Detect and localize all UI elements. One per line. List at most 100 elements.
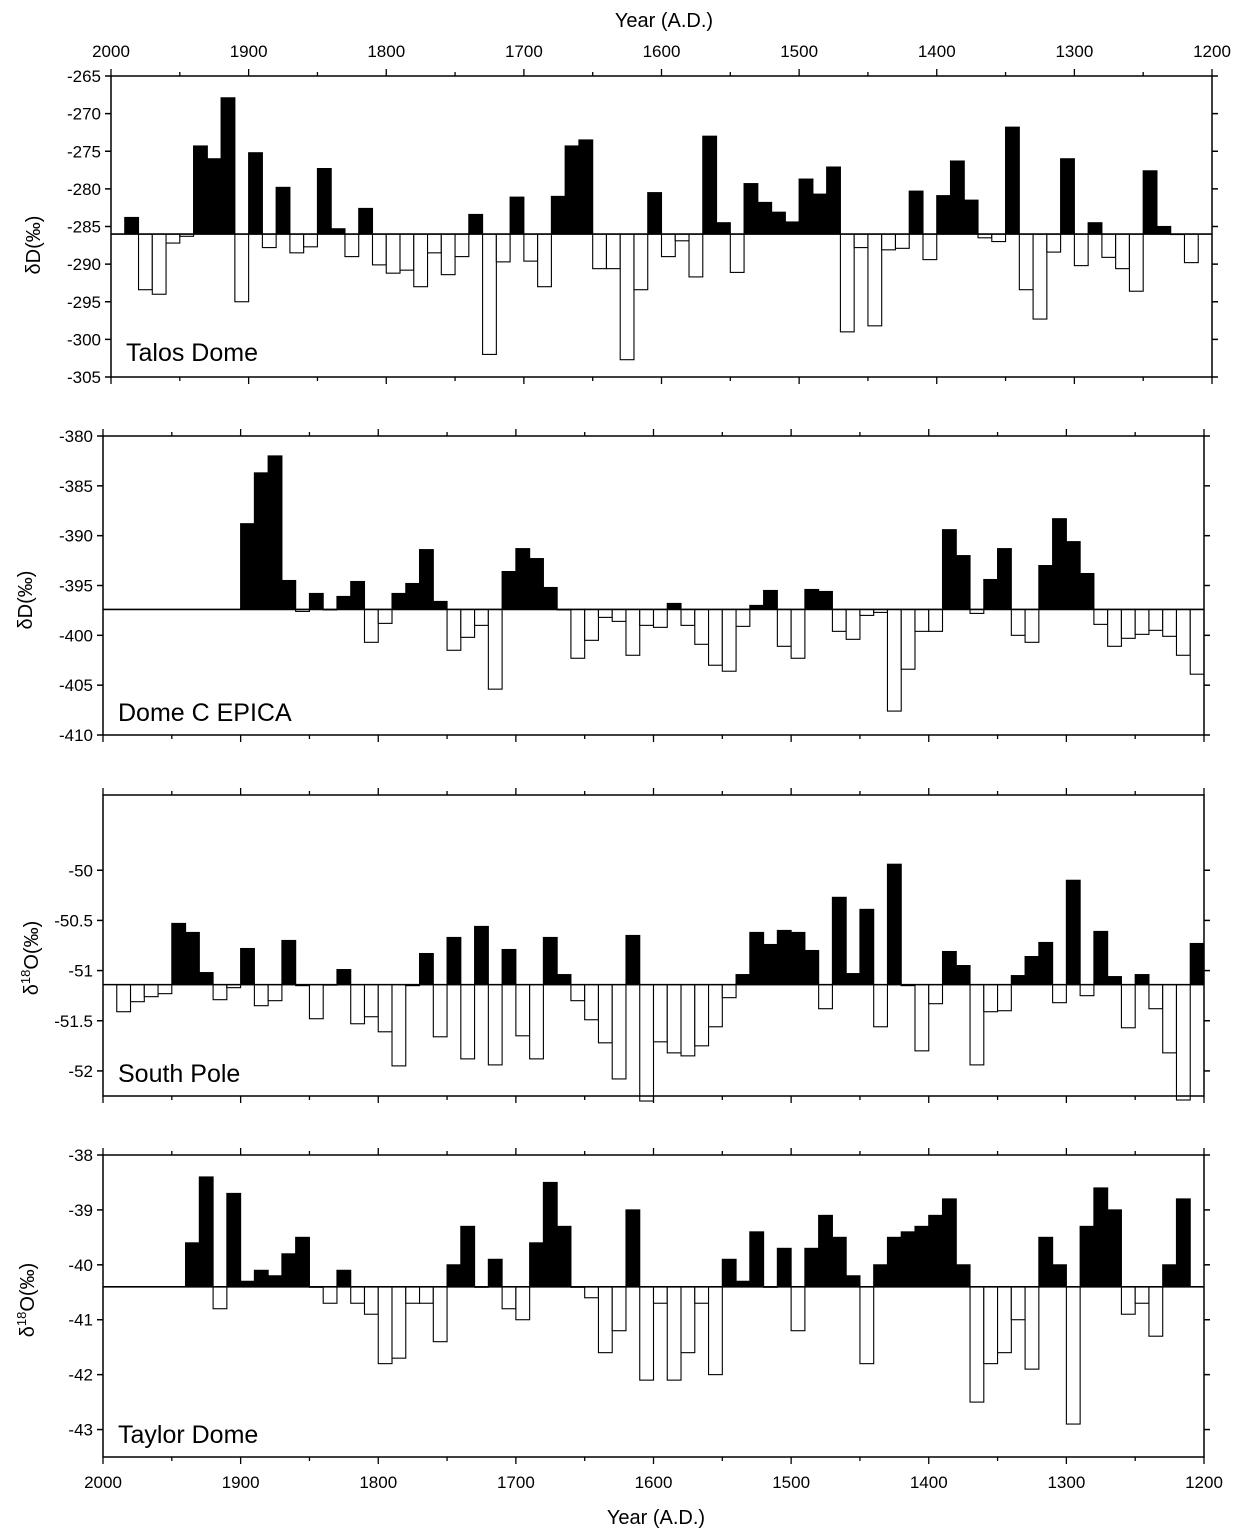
bar-below-mean [790, 608, 806, 659]
bar-below-mean [143, 984, 159, 998]
bar-below-mean [523, 233, 539, 262]
bar-below-mean [922, 233, 938, 261]
bar-below-mean [151, 233, 167, 295]
bar-below-mean [1120, 608, 1136, 639]
bar-above-mean [460, 1225, 476, 1288]
panel-label: Talos Dome [126, 339, 258, 367]
bar-above-mean [1107, 1209, 1122, 1288]
y-tick-label: -52 [68, 1062, 93, 1081]
bar-above-mean [914, 1225, 930, 1288]
bar-above-mean [308, 592, 324, 610]
bar-above-mean [124, 216, 140, 235]
bar-above-mean [281, 579, 297, 610]
ylabel-superscript: 18 [14, 1312, 29, 1326]
bar-below-mean [639, 1286, 655, 1381]
bar-below-mean [845, 608, 861, 640]
bar-above-mean [1010, 975, 1026, 986]
bar-below-mean [371, 233, 387, 266]
bar-below-mean [1032, 233, 1048, 320]
y-tick-label: -385 [59, 477, 93, 496]
y-tick-label: -50 [68, 861, 93, 880]
bar-below-mean [165, 233, 181, 244]
top-x-axis-title: Year (A.D.) [615, 10, 713, 32]
bar-above-mean [515, 548, 531, 610]
x-tick-label: 1200 [1185, 1473, 1223, 1492]
top-x-tick-labels: 2000 1900 1800 1700 1600 1500 1400 1300 1200 [92, 42, 1231, 61]
bar-below-mean [482, 233, 497, 355]
bar-above-mean [474, 925, 489, 986]
bar-above-mean [955, 555, 971, 610]
bar-above-mean [1052, 518, 1067, 610]
bar-above-mean [873, 1264, 889, 1288]
bar-above-mean [715, 222, 731, 235]
y-tick-label: -41 [68, 1311, 93, 1330]
top-x-axis: Year (A.D.) 2000 1900 1800 1700 1600 1500 1400… [92, 10, 1231, 61]
y-tick-label: -50.5 [54, 911, 93, 930]
bar-below-mean [991, 233, 1007, 243]
bar-above-mean [248, 152, 263, 235]
bar-below-mean [426, 233, 442, 254]
x-tick-label: 1200 [1193, 42, 1231, 61]
bar-below-mean [1115, 233, 1130, 270]
bar-below-mean [413, 233, 429, 288]
bar-above-mean [1079, 1225, 1095, 1288]
bar-above-mean [900, 1231, 916, 1288]
bar-above-mean [185, 1242, 200, 1288]
bar-above-mean [1038, 565, 1054, 610]
bar-below-mean [680, 1286, 696, 1354]
bar-above-mean [336, 969, 352, 986]
bar-below-mean [611, 1286, 627, 1332]
bar-above-mean [556, 974, 572, 986]
bar-above-mean [1189, 942, 1205, 986]
bar-below-mean [129, 984, 145, 1003]
bar-below-mean [1134, 608, 1150, 635]
y-tick-label: -285 [67, 218, 101, 237]
bar-above-mean [804, 588, 820, 610]
bar-above-mean [220, 97, 236, 235]
bar-below-mean [983, 1286, 999, 1365]
bar-above-mean [193, 145, 208, 235]
bar-above-mean [501, 948, 517, 986]
bar-above-mean [550, 195, 566, 235]
bar-above-mean [763, 943, 778, 986]
bar-above-mean [818, 590, 833, 610]
y-tick-label: -300 [67, 330, 101, 349]
bar-below-mean [261, 233, 277, 249]
bar-above-mean [1038, 1236, 1054, 1288]
bar-above-mean [763, 589, 778, 610]
bar-below-mean [495, 233, 511, 263]
bar-below-mean [1148, 984, 1164, 1010]
bar-above-mean [784, 221, 800, 235]
bar-below-mean [377, 984, 393, 1033]
x-tick-label: 1300 [1055, 42, 1093, 61]
bar-below-mean [928, 984, 944, 1005]
bar-above-mean [1156, 225, 1172, 235]
y-tick-label: -280 [67, 180, 101, 199]
bar-above-mean [446, 936, 462, 986]
bar-above-mean [198, 1176, 214, 1288]
bar-above-mean [240, 523, 255, 610]
bar-below-mean [894, 233, 910, 249]
bar-below-mean [900, 608, 916, 670]
bar-above-mean [749, 931, 765, 986]
bar-above-mean [501, 570, 517, 610]
bar-above-mean [542, 586, 558, 610]
bar-above-mean [666, 602, 682, 610]
bar-below-mean [1162, 984, 1178, 1054]
panel-dome-c-epica: δD(‰) Dome C EPICA -380 -385 -390 -395 -400 -… [15, 427, 1210, 745]
bar-above-mean [405, 582, 421, 610]
bar-below-mean [639, 984, 655, 1102]
bar-below-mean [1101, 233, 1117, 258]
panel-ylabel: δ18O(‰) [18, 921, 43, 996]
bar-below-mean [1010, 608, 1026, 636]
bar-below-mean [1024, 1286, 1040, 1370]
bar-above-mean [997, 548, 1012, 610]
panel-ylabel: δD(‰) [23, 216, 45, 275]
bar-below-mean [584, 984, 600, 1021]
bar-below-mean [859, 608, 875, 616]
bar-below-mean [694, 984, 710, 1047]
bar-below-mean [886, 608, 902, 712]
bar-above-mean [743, 183, 759, 235]
bar-above-mean [295, 1236, 310, 1288]
bar-below-mean [157, 984, 173, 995]
